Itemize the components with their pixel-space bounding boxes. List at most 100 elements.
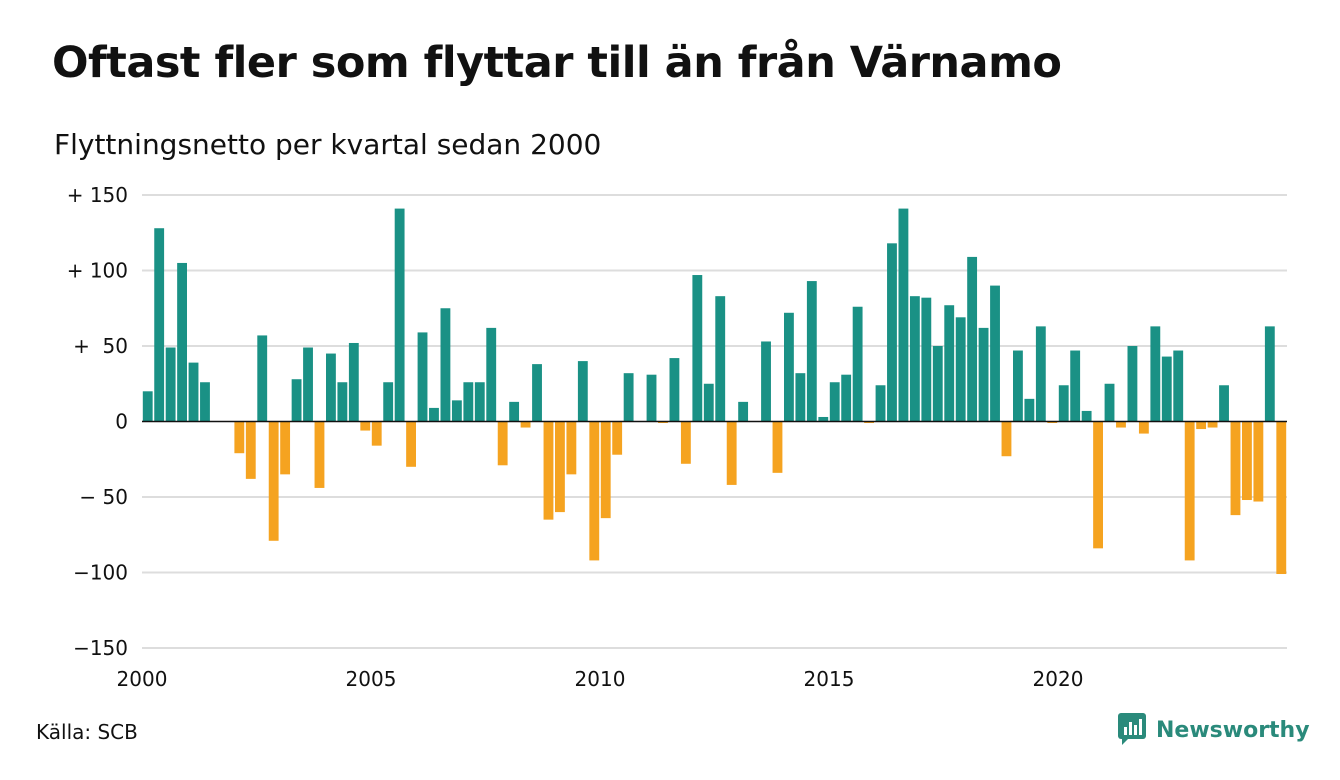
y-tick-label: −100	[73, 561, 128, 585]
bar	[1035, 326, 1046, 422]
bar	[394, 208, 405, 422]
bars	[142, 208, 1287, 575]
x-tick-label: 2015	[804, 667, 855, 691]
bar-chart: + 150 + 100 + 50 0 − 50 −100 −150 2000 2005 2010…	[67, 183, 1287, 691]
bar	[978, 327, 989, 422]
bar	[1070, 350, 1081, 422]
x-tick-label: 2005	[346, 667, 397, 691]
bar	[669, 358, 680, 422]
bar	[784, 312, 794, 422]
bar	[658, 421, 668, 424]
bar	[543, 421, 554, 520]
bar	[509, 401, 520, 422]
bar	[818, 416, 829, 422]
bar	[1196, 421, 1207, 430]
bar	[360, 421, 371, 431]
bar	[1127, 346, 1138, 422]
bar	[566, 421, 577, 475]
x-axis-ticks: 2000 2005 2010 2015 2020	[117, 667, 1084, 691]
bar	[1001, 421, 1012, 457]
bar	[1093, 421, 1103, 549]
bar	[1104, 383, 1115, 422]
bar	[154, 228, 165, 422]
chart-title: Oftast fler som flyttar till än från Vär…	[52, 38, 1062, 88]
bar	[646, 374, 657, 422]
bar	[738, 401, 749, 422]
bar	[589, 421, 600, 561]
bar	[1138, 421, 1149, 434]
bar	[555, 421, 565, 513]
y-axis-ticks: + 150 + 100 + 50 0 − 50 −100 −150	[67, 183, 128, 660]
bar	[188, 362, 199, 422]
bar	[1173, 350, 1184, 422]
newsworthy-logo-icon	[1118, 713, 1146, 745]
bar	[383, 382, 394, 422]
chart-subtitle: Flyttningsnetto per kvartal sedan 2000	[54, 128, 602, 161]
bar	[864, 421, 874, 424]
bar	[406, 421, 416, 467]
brand-logo: Newsworthy	[1118, 713, 1310, 747]
bar	[1264, 326, 1275, 422]
bar	[245, 421, 256, 479]
bar	[1013, 350, 1023, 422]
bar	[486, 327, 497, 422]
bar	[440, 308, 451, 422]
bar	[337, 382, 348, 422]
bar	[829, 382, 840, 422]
bar	[921, 297, 932, 422]
bar	[291, 379, 302, 422]
bar	[303, 347, 313, 422]
bar	[1219, 385, 1229, 422]
bar	[875, 385, 886, 422]
bar	[726, 421, 737, 485]
bar	[841, 374, 852, 422]
bar	[772, 421, 783, 473]
bar	[967, 256, 978, 422]
bar	[990, 285, 1000, 422]
bar	[887, 243, 897, 422]
brand-name: Newsworthy	[1156, 717, 1310, 743]
bar	[200, 382, 210, 422]
bar	[1081, 410, 1092, 422]
bar	[1161, 356, 1172, 422]
bar	[715, 296, 726, 422]
bar	[348, 342, 359, 422]
y-tick-label: − 50	[79, 485, 128, 509]
bar	[1150, 326, 1161, 422]
bar	[1024, 398, 1035, 422]
bar	[612, 421, 623, 455]
bar	[326, 353, 336, 422]
bar	[165, 347, 176, 422]
bar	[955, 317, 966, 422]
bar	[429, 407, 439, 422]
bar	[1230, 421, 1241, 516]
y-tick-label: −150	[73, 636, 128, 660]
bar	[257, 335, 268, 422]
bar	[142, 391, 153, 422]
x-tick-label: 2000	[117, 667, 168, 691]
bar	[474, 382, 485, 422]
bar	[177, 262, 187, 422]
bar	[795, 373, 806, 422]
bar	[520, 421, 531, 428]
bar	[371, 421, 382, 446]
bar	[1253, 421, 1264, 502]
bar	[600, 421, 611, 519]
bar	[268, 421, 279, 541]
bar	[703, 383, 714, 422]
y-tick-label: + 100	[67, 259, 128, 283]
bar	[909, 296, 920, 422]
x-tick-label: 2020	[1033, 667, 1084, 691]
bar	[497, 421, 508, 466]
y-tick-label: + 150	[67, 183, 128, 207]
bar	[692, 275, 703, 422]
source-note: Källa: SCB	[36, 720, 138, 744]
bar	[1047, 421, 1058, 424]
bar	[234, 421, 245, 454]
bar	[898, 208, 909, 422]
bar	[623, 373, 634, 422]
bar	[932, 346, 943, 422]
bar	[280, 421, 291, 475]
bar	[1207, 421, 1218, 428]
bar	[314, 421, 325, 488]
